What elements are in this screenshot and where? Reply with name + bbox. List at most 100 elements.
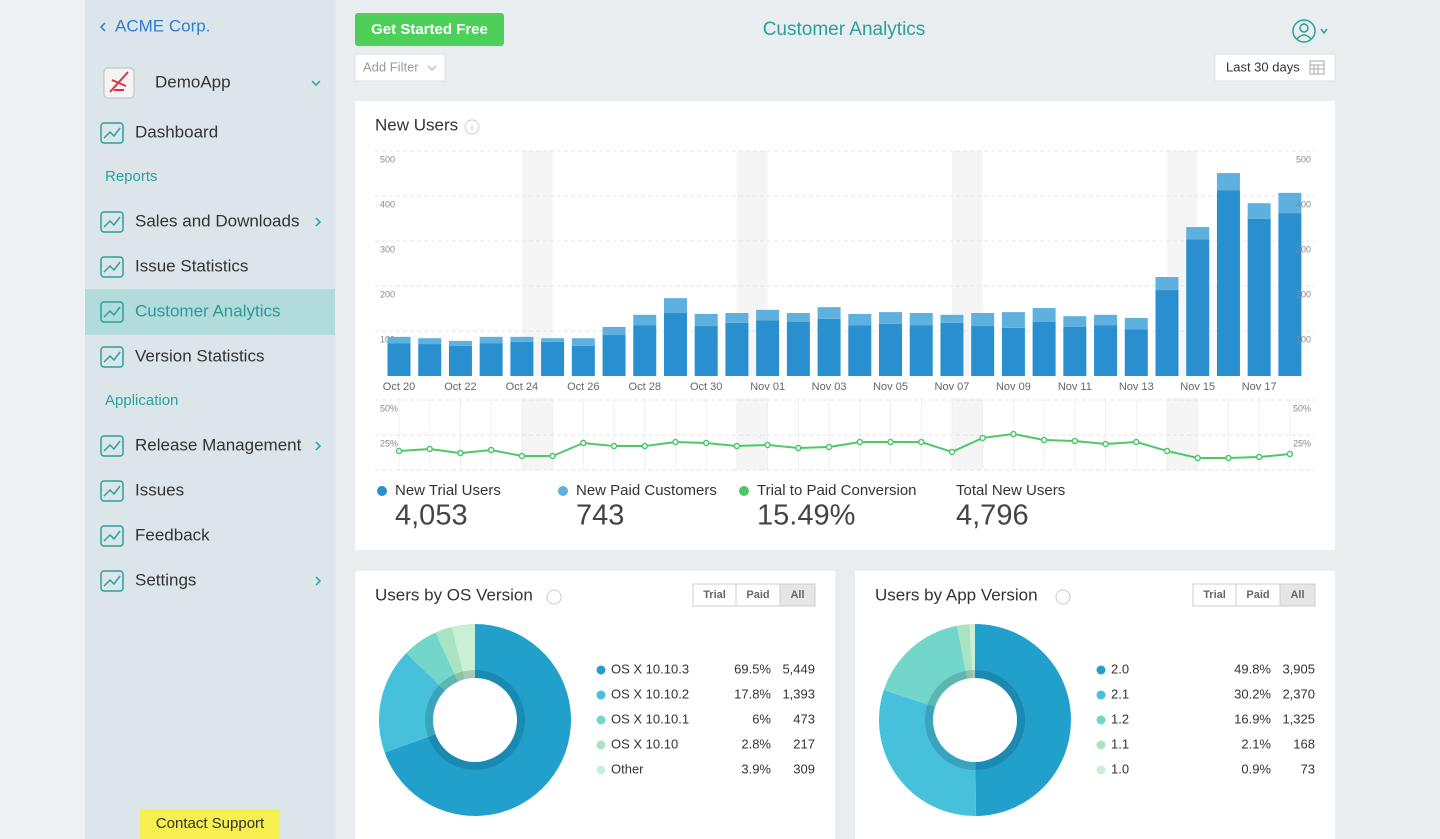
tab-label[interactable]: All xyxy=(790,589,804,601)
x-tick-label: Nov 11 xyxy=(1058,381,1092,393)
bar-segment xyxy=(1155,290,1179,376)
menu-item[interactable]: Dashboard xyxy=(135,122,218,141)
weekend-band xyxy=(736,398,768,470)
range-label[interactable]: Last 30 days xyxy=(1226,59,1300,74)
tab[interactable] xyxy=(779,583,816,607)
menu-item[interactable]: Sales and Downloads xyxy=(135,211,299,230)
support-button[interactable] xyxy=(140,809,280,839)
tab-label[interactable]: Paid xyxy=(746,589,769,601)
tab-label[interactable]: Trial xyxy=(703,589,726,601)
info-icon[interactable] xyxy=(546,589,562,605)
conversion-point xyxy=(395,447,403,455)
bar-segment xyxy=(387,343,411,376)
bar-segment xyxy=(418,344,442,376)
range-box[interactable] xyxy=(1214,53,1336,82)
tab-label[interactable]: Trial xyxy=(1203,589,1226,601)
legend-count: 2,370 xyxy=(1282,686,1315,701)
menu-item[interactable]: Release Management xyxy=(135,435,302,454)
legend-label: Other xyxy=(611,761,644,776)
bar-segment xyxy=(479,336,503,344)
legend-percent: 16.9% xyxy=(1234,711,1271,726)
bar-segment xyxy=(1001,312,1025,328)
menu-icon-detail xyxy=(103,440,121,452)
legend-percent: 2.8% xyxy=(741,736,771,751)
conversion-point xyxy=(1163,447,1171,455)
menu-icon-detail xyxy=(103,530,121,542)
bar-segment xyxy=(1247,218,1271,376)
bar-segment xyxy=(571,345,595,376)
bar-segment xyxy=(786,313,810,322)
menu-item[interactable]: Settings xyxy=(135,570,196,589)
conversion-point xyxy=(549,452,556,460)
x-tick-label: Nov 01 xyxy=(750,381,785,393)
bar-segment xyxy=(756,320,780,376)
legend-label: 2.1 xyxy=(1111,686,1129,701)
get-started-label[interactable]: Get Started Free xyxy=(371,21,488,38)
filter-chevron xyxy=(427,65,437,71)
bar-segment xyxy=(633,314,657,326)
legend-dot xyxy=(596,765,606,775)
filter-label[interactable]: Add Filter xyxy=(363,59,419,74)
menu-item[interactable]: Issues xyxy=(135,480,184,499)
legend-count: 3,905 xyxy=(1282,661,1315,676)
summary-value: 15.49% xyxy=(757,500,855,532)
weekend-band xyxy=(1167,398,1198,470)
tab-label[interactable]: Paid xyxy=(1246,589,1269,601)
user-menu[interactable] xyxy=(1292,19,1328,43)
bar-segment xyxy=(418,338,442,345)
bar-segment xyxy=(1216,190,1240,376)
info-icon[interactable]: i xyxy=(464,119,480,135)
chart-title: Users by OS Version xyxy=(375,585,533,604)
bar-segment xyxy=(1155,277,1179,291)
bar-segment xyxy=(756,309,780,321)
legend-percent: 49.8% xyxy=(1234,661,1271,676)
chart-title: Users by App Version xyxy=(875,585,1038,604)
back-icon[interactable] xyxy=(99,22,106,32)
y2-tick-label: 100 xyxy=(1296,334,1311,344)
x-tick-label: Nov 09 xyxy=(996,381,1031,393)
app-name[interactable]: DemoApp xyxy=(155,72,231,91)
legend-count: 1,393 xyxy=(782,686,815,701)
get-started-button[interactable] xyxy=(355,13,504,46)
org-name[interactable]: ACME Corp. xyxy=(115,16,210,35)
menu-chevron xyxy=(315,576,322,586)
info-icon[interactable] xyxy=(1055,589,1071,605)
menu-icon-detail xyxy=(103,351,121,363)
bar-segment xyxy=(725,322,749,376)
bar-segment xyxy=(387,336,411,344)
bar-segment xyxy=(1278,213,1302,376)
bar-segment xyxy=(971,326,995,376)
legend-count: 5,449 xyxy=(782,661,815,676)
tab[interactable] xyxy=(1279,583,1316,607)
conversion-point xyxy=(825,443,833,451)
menu-icon xyxy=(100,435,124,457)
x-tick-label: Oct 20 xyxy=(383,381,415,393)
sidebar xyxy=(85,0,335,839)
conversion-point xyxy=(1071,437,1079,445)
menu-item[interactable]: Issue Statistics xyxy=(135,256,248,275)
menu-chevron xyxy=(315,217,322,227)
legend-label: 1.1 xyxy=(1111,736,1129,751)
legend-percent: 17.8% xyxy=(734,686,771,701)
bar-segment xyxy=(909,325,933,376)
conversion-point xyxy=(702,439,710,447)
donut-hole xyxy=(933,678,1017,762)
support-label[interactable]: Contact Support xyxy=(156,815,265,832)
bar-segment xyxy=(1094,314,1118,326)
menu-item[interactable]: Customer Analytics xyxy=(135,301,281,320)
menu-icon xyxy=(100,122,124,144)
tab-label[interactable]: All xyxy=(1290,589,1304,601)
conversion-point xyxy=(979,434,986,442)
bar-segment xyxy=(510,336,534,342)
bar-segment xyxy=(541,341,565,376)
bar-segment xyxy=(1124,317,1148,330)
conversion-line xyxy=(398,433,1290,459)
app-chevron[interactable] xyxy=(311,80,321,87)
menu-item[interactable]: Version Statistics xyxy=(135,346,264,365)
menu-item[interactable]: Feedback xyxy=(135,525,210,544)
bar-segment xyxy=(879,323,903,376)
legend-percent: 3.9% xyxy=(741,761,771,776)
bar-segment xyxy=(940,314,964,323)
pie-slice xyxy=(975,624,1072,816)
